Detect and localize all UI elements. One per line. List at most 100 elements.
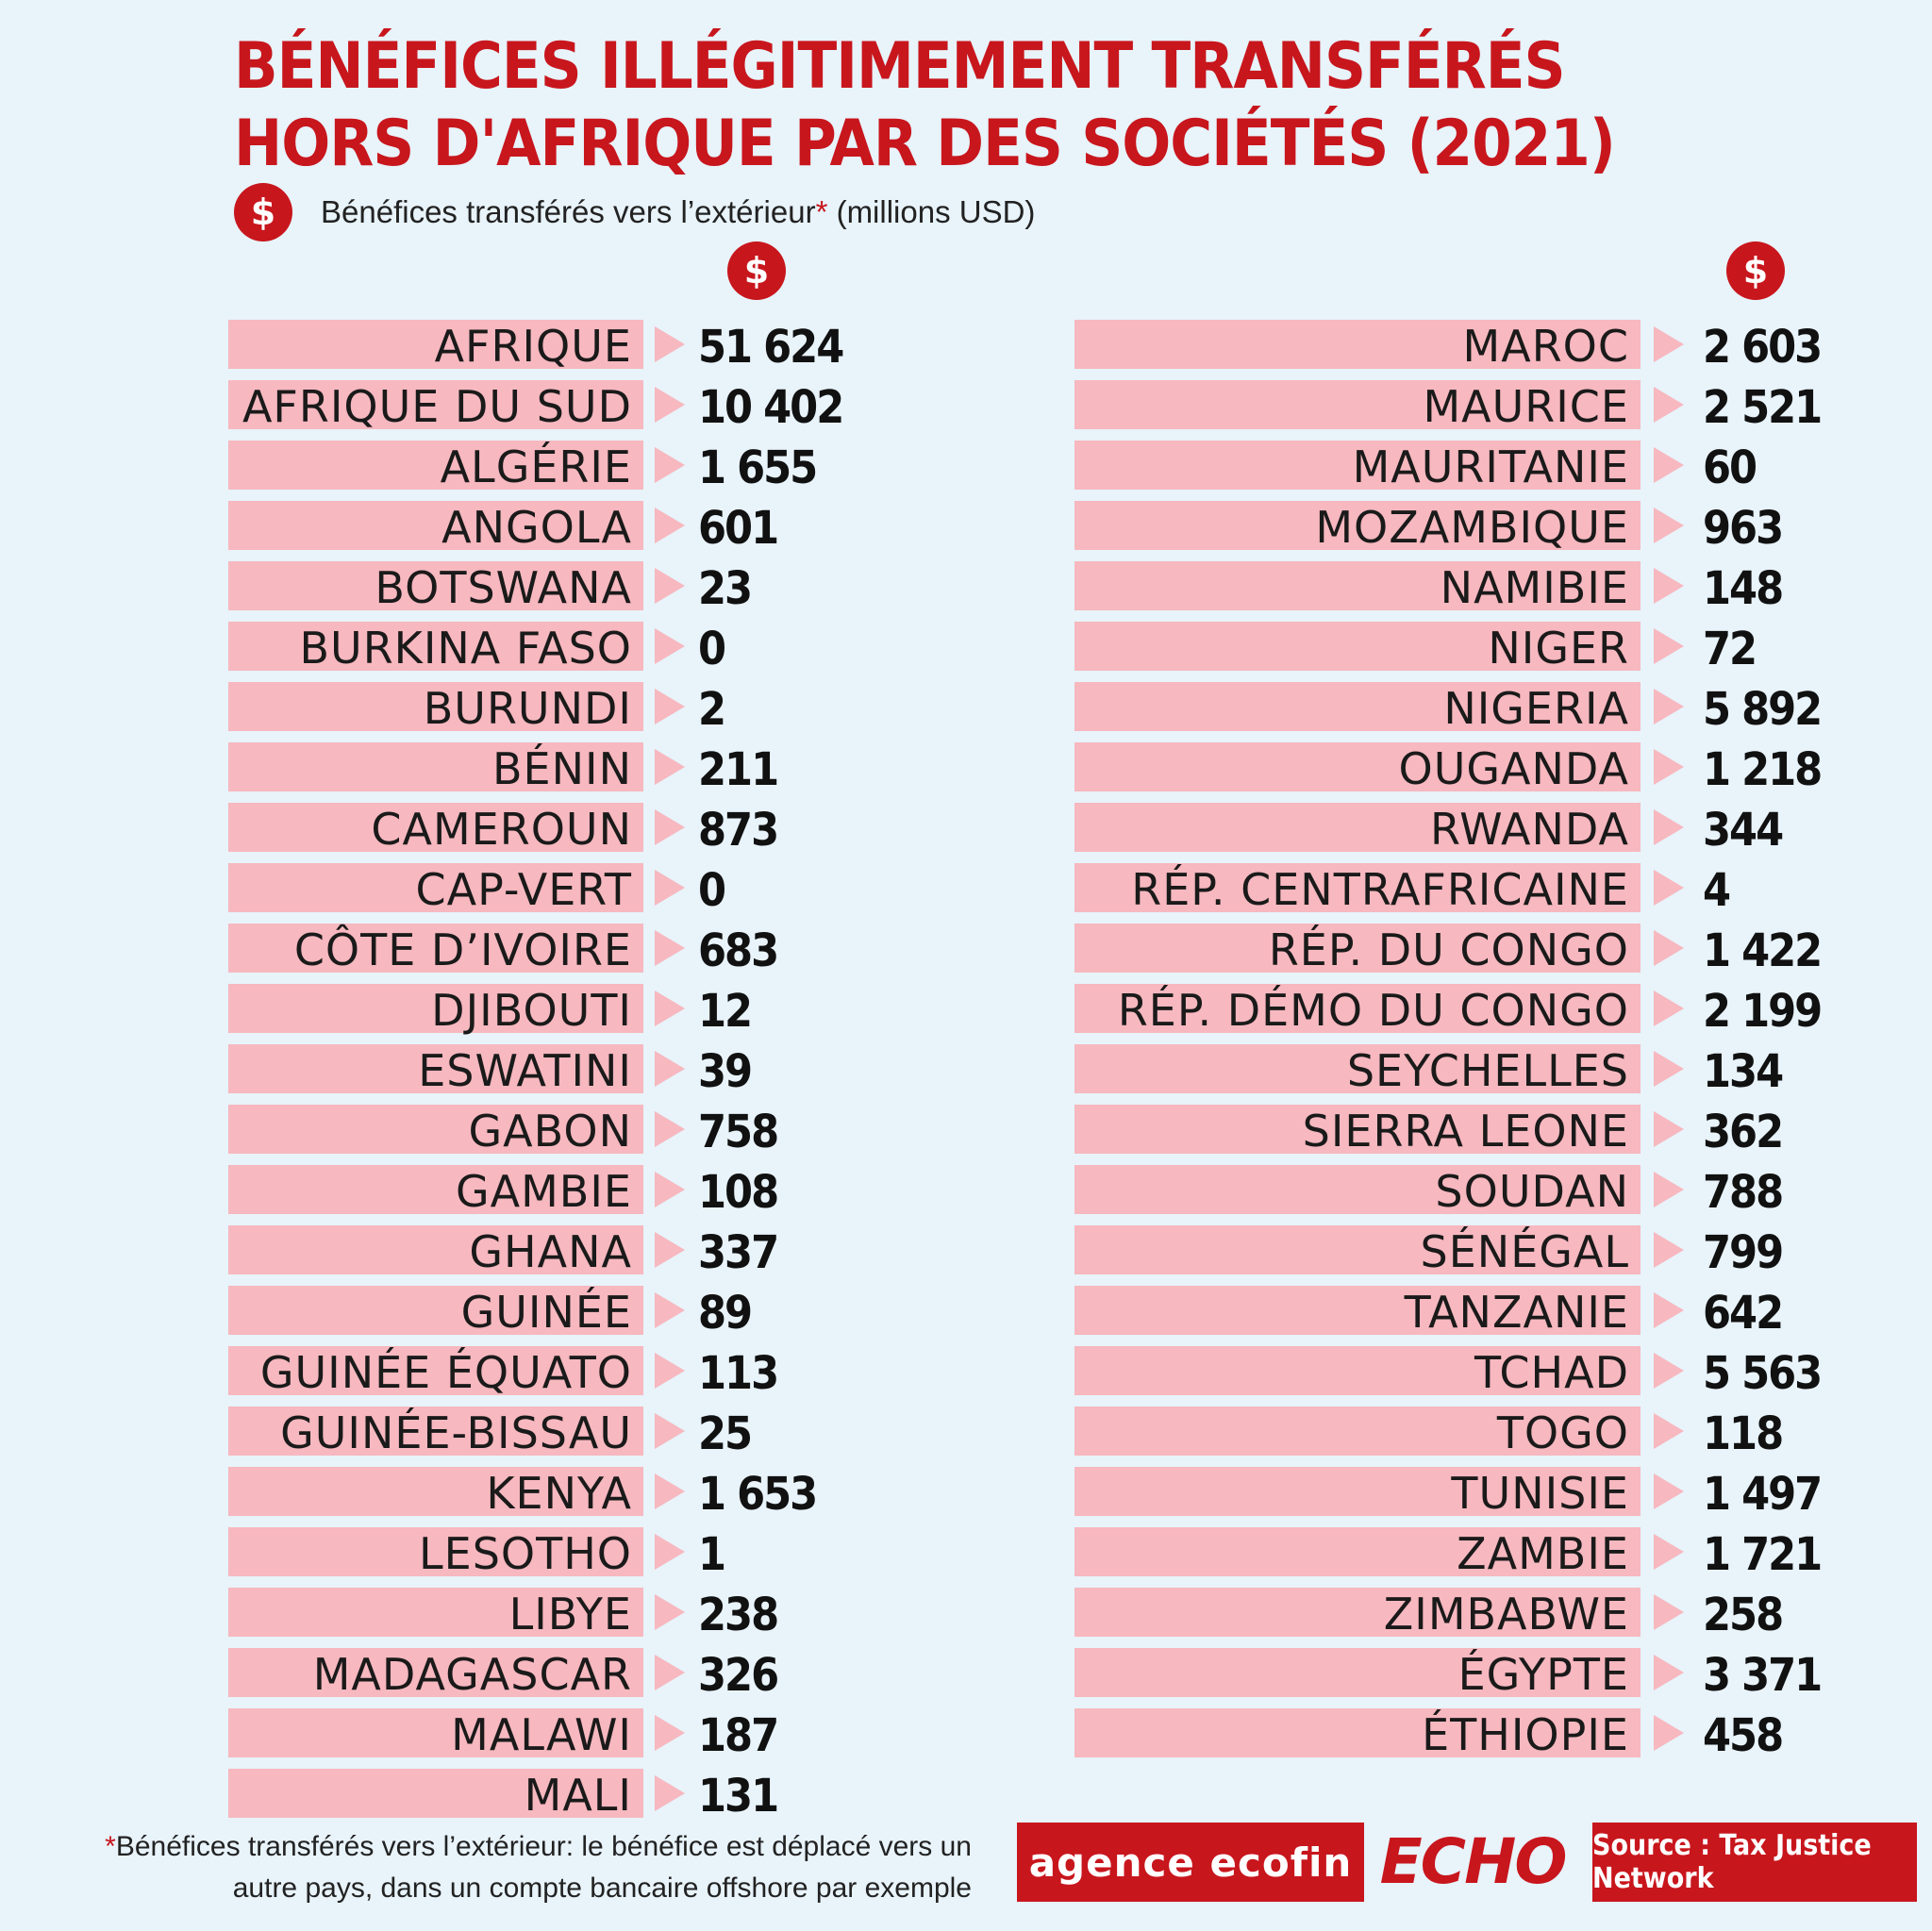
- country-label: CÔTE D’IVOIRE: [293, 924, 632, 975]
- value-label: 2 521: [1703, 381, 1823, 434]
- row-bar: [228, 863, 643, 912]
- value-label: 72: [1703, 623, 1757, 675]
- value-label: 362: [1703, 1106, 1784, 1158]
- value-label: 12: [698, 985, 753, 1038]
- arrow-icon: [1654, 1534, 1684, 1570]
- country-label: DJIBOUTI: [431, 985, 632, 1036]
- value-label: 118: [1703, 1407, 1784, 1460]
- row-bar: [1074, 1044, 1641, 1093]
- arrow-icon: [1654, 1232, 1684, 1268]
- value-label: 1 653: [698, 1468, 818, 1521]
- country-label: OUGANDA: [1398, 743, 1629, 794]
- chart-title: BÉNÉFICES ILLÉGITIMEMENT TRANSFÉRÉS HORS…: [234, 28, 1743, 183]
- country-label: MAURICE: [1423, 381, 1629, 432]
- country-label: MALAWI: [451, 1709, 632, 1760]
- row-bar: [1074, 742, 1641, 791]
- country-label: SIERRA LEONE: [1302, 1106, 1629, 1157]
- value-label: 1 422: [1703, 924, 1823, 977]
- value-label: 60: [1703, 441, 1757, 494]
- country-label: RWANDA: [1429, 804, 1629, 855]
- arrow-icon: [655, 1292, 685, 1328]
- country-label: GAMBIE: [456, 1166, 632, 1217]
- row-bar: [228, 1708, 643, 1757]
- country-label: NIGER: [1488, 623, 1629, 674]
- country-label: GABON: [468, 1106, 632, 1157]
- row-bar: [1074, 501, 1641, 550]
- country-label: LIBYE: [508, 1589, 632, 1640]
- country-label: GUINÉE-BISSAU: [280, 1407, 632, 1458]
- value-label: 23: [698, 562, 753, 615]
- value-label: 51 624: [698, 321, 844, 374]
- value-label: 642: [1703, 1287, 1784, 1340]
- value-label: 134: [1703, 1045, 1784, 1098]
- row-bar: [228, 1407, 643, 1456]
- row-bar: [228, 1165, 643, 1214]
- arrow-icon: [1654, 749, 1684, 785]
- row-bar: [228, 984, 643, 1033]
- arrow-icon: [1654, 930, 1684, 966]
- row-bar: [1074, 803, 1641, 852]
- country-label: TCHAD: [1474, 1347, 1629, 1398]
- row-bar: [228, 1467, 643, 1516]
- value-label: 39: [698, 1045, 753, 1098]
- echo-logo: ECHO: [1379, 1824, 1568, 1898]
- row-bar: [228, 1286, 643, 1335]
- value-label: 3 371: [1703, 1649, 1823, 1702]
- country-label: CAMEROUN: [371, 804, 632, 855]
- country-label: MOZAMBIQUE: [1315, 502, 1629, 553]
- arrow-icon: [1654, 387, 1684, 423]
- row-bar: [1074, 1225, 1641, 1274]
- country-label: GUINÉE ÉQUATO: [259, 1347, 632, 1398]
- arrow-icon: [1654, 1172, 1684, 1207]
- country-label: NIGERIA: [1443, 683, 1629, 734]
- row-bar: [228, 501, 643, 550]
- footnote: *Bénéfices transférés vers l’extérieur: …: [38, 1826, 972, 1909]
- row-bar: [1074, 1407, 1641, 1456]
- row-bar: [1074, 380, 1641, 429]
- legend-unit: (millions USD): [836, 194, 1036, 229]
- value-label: 683: [698, 924, 779, 977]
- value-label: 0: [698, 623, 726, 675]
- title-line-1: BÉNÉFICES ILLÉGITIMEMENT TRANSFÉRÉS: [234, 29, 1566, 104]
- arrow-icon: [655, 1232, 685, 1268]
- country-label: SOUDAN: [1435, 1166, 1629, 1217]
- country-label: RÉP. CENTRAFRICAINE: [1131, 864, 1629, 915]
- value-label: 4: [1703, 864, 1731, 917]
- arrow-icon: [1654, 568, 1684, 604]
- country-label: MAROC: [1462, 321, 1629, 372]
- country-label: ZAMBIE: [1457, 1528, 1629, 1579]
- country-label: RÉP. DÉMO DU CONGO: [1117, 985, 1629, 1036]
- value-label: 113: [698, 1347, 779, 1400]
- country-label: BURUNDI: [423, 683, 632, 734]
- arrow-icon: [655, 1534, 685, 1570]
- country-label: ÉTHIOPIE: [1422, 1709, 1629, 1760]
- row-bar: [1074, 863, 1641, 912]
- arrow-icon: [655, 1172, 685, 1207]
- legend: $ Bénéfices transférés vers l’extérieur*…: [234, 183, 1035, 241]
- row-bar: [1074, 622, 1641, 671]
- country-label: TUNISIE: [1451, 1468, 1629, 1519]
- arrow-icon: [655, 1051, 685, 1087]
- arrow-icon: [1654, 326, 1684, 362]
- dollar-icon: $: [1726, 241, 1785, 300]
- country-label: SEYCHELLES: [1346, 1045, 1629, 1096]
- value-label: 458: [1703, 1709, 1784, 1762]
- country-label: AFRIQUE DU SUD: [242, 381, 632, 432]
- country-label: MAURITANIE: [1352, 441, 1629, 492]
- arrow-icon: [655, 326, 685, 362]
- value-label: 108: [698, 1166, 779, 1219]
- value-label: 25: [698, 1407, 753, 1460]
- arrow-icon: [655, 809, 685, 845]
- value-label: 258: [1703, 1589, 1784, 1641]
- country-label: ANGOLA: [441, 502, 632, 553]
- row-bar: [1074, 682, 1641, 731]
- row-bar: [1074, 1648, 1641, 1697]
- arrow-icon: [1654, 1413, 1684, 1449]
- arrow-icon: [655, 1715, 685, 1751]
- row-bar: [1074, 1286, 1641, 1335]
- arrow-icon: [1654, 508, 1684, 543]
- country-label: KENYA: [486, 1468, 632, 1519]
- value-label: 131: [698, 1770, 779, 1823]
- arrow-icon: [1654, 870, 1684, 906]
- arrow-icon: [655, 1655, 685, 1690]
